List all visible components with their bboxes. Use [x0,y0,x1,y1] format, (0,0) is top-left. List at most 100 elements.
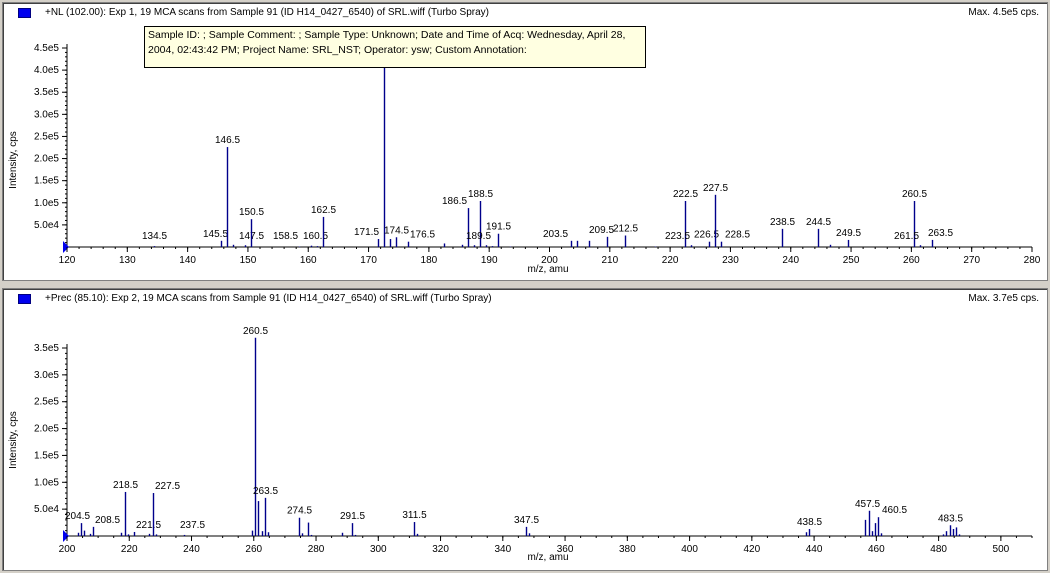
x-tick-label: 440 [806,544,823,555]
peak-label: 238.5 [770,217,795,228]
peak-label: 134.5 [142,231,167,242]
peak-label: 158.5 [273,231,298,242]
x-tick-label: 210 [601,255,618,266]
peak-label: 291.5 [340,511,365,522]
y-tick-label: 1.5e5 [34,176,59,187]
peak-label: 146.5 [215,135,240,146]
peak-label: 174.5 [384,225,409,236]
peak-label: 460.5 [882,505,907,516]
peak-label: 263.5 [928,228,953,239]
y-axis-label: Intensity, cps [8,131,19,189]
y-tick-label: 1.5e5 [34,450,59,461]
peak-label: 438.5 [797,517,822,528]
peak-label: 244.5 [806,217,831,228]
x-tick-label: 200 [59,544,76,555]
peak-label: 227.5 [155,481,180,492]
y-tick-label: 3.0e5 [34,370,59,381]
x-tick-label: 480 [930,544,947,555]
y-tick-label: 2.0e5 [34,154,59,165]
peak-label: 227.5 [703,183,728,194]
trace-color-marker [18,294,31,304]
x-tick-label: 180 [421,255,438,266]
peak-label: 171.5 [354,227,379,238]
zero-marker-icon [63,530,69,542]
x-tick-label: 220 [121,544,138,555]
trace-color-marker [18,8,31,18]
peak-label: 223.5 [665,231,690,242]
x-axis-label: m/z, amu [527,552,568,563]
max-intensity-label: Max. 3.7e5 cps. [968,293,1039,304]
x-tick-label: 260 [903,255,920,266]
peak-label: 226.5 [694,230,719,241]
peak-label: 274.5 [287,506,312,517]
spectrum-panel-prec[interactable]: +Prec (85.10): Exp 2, 19 MCA scans from … [2,288,1048,571]
x-tick-label: 260 [245,544,262,555]
x-tick-label: 220 [662,255,679,266]
y-tick-label: 2.5e5 [34,131,59,142]
peak-label: 483.5 [938,513,963,524]
y-tick-label: 1.0e5 [34,198,59,209]
x-tick-label: 420 [743,544,760,555]
peak-label: 260.5 [902,189,927,200]
peak-label: 311.5 [402,510,427,521]
y-tick-label: 3.0e5 [34,109,59,120]
x-tick-label: 360 [557,544,574,555]
y-tick-label: 1.0e5 [34,477,59,488]
x-tick-label: 190 [481,255,498,266]
spectrum-title: +NL (102.00): Exp 1, 19 MCA scans from S… [45,7,490,18]
peak-label: 218.5 [113,480,138,491]
y-tick-label: 5.0e4 [34,504,59,515]
peak-label: 228.5 [725,230,750,241]
peak-label: 263.5 [253,486,278,497]
x-axis-label: m/z, amu [527,264,568,275]
x-tick-label: 400 [681,544,698,555]
peak-label: 160.5 [303,231,328,242]
y-tick-label: 4.5e5 [34,43,59,54]
peak-label: 261.5 [894,231,919,242]
y-tick-label: 5.0e4 [34,220,59,231]
x-tick-label: 320 [432,544,449,555]
x-tick-label: 140 [179,255,196,266]
y-tick-label: 3.5e5 [34,87,59,98]
x-tick-label: 240 [782,255,799,266]
y-tick-label: 2.5e5 [34,397,59,408]
x-tick-label: 250 [843,255,860,266]
peak-label: 237.5 [180,520,205,531]
peak-label: 347.5 [514,515,539,526]
peak-label: 457.5 [855,499,880,510]
y-tick-label: 2.0e5 [34,424,59,435]
x-tick-label: 230 [722,255,739,266]
x-tick-label: 280 [308,544,325,555]
peak-label: 188.5 [468,189,493,200]
peak-label: 212.5 [613,224,638,235]
x-tick-label: 170 [360,255,377,266]
peak-label: 162.5 [311,205,336,216]
x-tick-label: 130 [119,255,136,266]
max-intensity-label: Max. 4.5e5 cps. [968,7,1039,18]
y-axis-label: Intensity, cps [8,411,19,469]
peak-label: 208.5 [95,515,120,526]
x-tick-label: 500 [993,544,1010,555]
peak-label: 221.5 [136,520,161,531]
x-tick-label: 270 [963,255,980,266]
peak-label: 209.5 [589,225,614,236]
spectrum-title: +Prec (85.10): Exp 2, 19 MCA scans from … [45,293,492,304]
x-tick-label: 200 [541,255,558,266]
x-tick-label: 240 [183,544,200,555]
peak-label: 249.5 [836,228,861,239]
peak-label: 176.5 [410,230,435,241]
x-tick-label: 340 [494,544,511,555]
y-tick-label: 3.5e5 [34,343,59,354]
x-tick-label: 280 [1024,255,1041,266]
x-tick-label: 160 [300,255,317,266]
x-tick-label: 460 [868,544,885,555]
peak-label: 204.5 [65,511,90,522]
peak-label: 145.5 [203,229,228,240]
peak-label: 203.5 [543,229,568,240]
x-tick-label: 120 [59,255,76,266]
peak-label: 222.5 [673,189,698,200]
peak-label: 260.5 [243,326,268,337]
zero-marker-icon [63,241,69,253]
peak-label: 191.5 [486,222,511,233]
